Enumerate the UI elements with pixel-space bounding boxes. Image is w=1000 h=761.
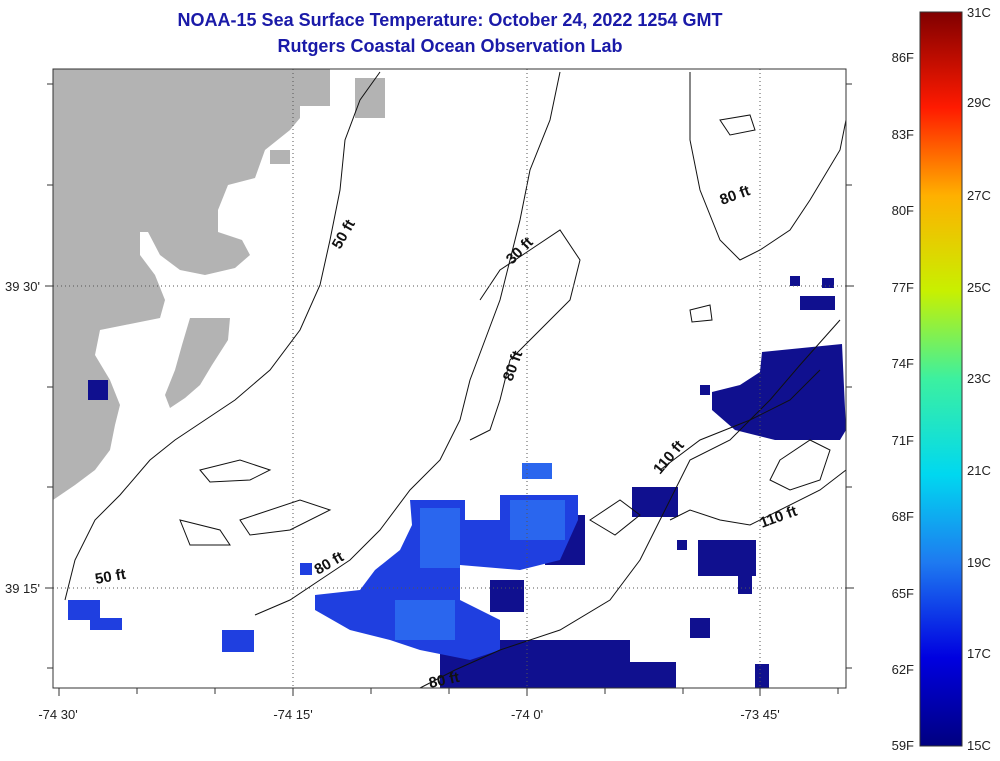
colorbar-c-label: 17C <box>967 646 991 661</box>
lon-label-4: -73 45' <box>740 707 779 722</box>
colorbar-c-label: 15C <box>967 738 991 753</box>
lon-label-2: -74 15' <box>273 707 312 722</box>
colorbar-fahrenheit-labels: 86F 83F 80F 77F 74F 71F 68F 65F 62F 59F <box>892 50 914 753</box>
colorbar-celsius-labels: 31C 29C 27C 25C 23C 21C 19C 17C 15C <box>967 5 991 753</box>
colorbar-f-label: 62F <box>892 662 914 677</box>
colorbar-f-label: 71F <box>892 433 914 448</box>
lat-label-1: 39 30' <box>5 279 40 294</box>
bathymetry-contours <box>64 71 847 689</box>
contour-label: 50 ft <box>94 566 127 588</box>
colorbar-f-label: 59F <box>892 738 914 753</box>
tick-marks <box>45 83 854 696</box>
colorbar-c-label: 31C <box>967 5 991 20</box>
colorbar-f-label: 68F <box>892 509 914 524</box>
colorbar-f-label: 83F <box>892 127 914 142</box>
map-subtitle: Rutgers Coastal Ocean Observation Lab <box>277 36 623 56</box>
graticule <box>53 69 846 688</box>
colorbar-f-label: 86F <box>892 50 914 65</box>
colorbar-f-label: 77F <box>892 280 914 295</box>
colorbar-f-label: 74F <box>892 356 914 371</box>
contour-label: 80 ft <box>427 669 461 692</box>
colorbar-f-label: 65F <box>892 586 914 601</box>
colorbar-c-label: 27C <box>967 188 991 203</box>
land-area <box>53 69 385 500</box>
colorbar-c-label: 23C <box>967 371 991 386</box>
colorbar-c-label: 25C <box>967 280 991 295</box>
colorbar-c-label: 29C <box>967 95 991 110</box>
lon-label-3: -74 0' <box>511 707 543 722</box>
lon-label-1: -74 30' <box>38 707 77 722</box>
sst-light-patches <box>395 463 565 640</box>
colorbar-f-label: 80F <box>892 203 914 218</box>
colorbar-c-label: 21C <box>967 463 991 478</box>
colorbar-c-label: 19C <box>967 555 991 570</box>
lat-label-2: 39 15' <box>5 581 40 596</box>
map-title: NOAA-15 Sea Surface Temperature: October… <box>177 10 723 30</box>
colorbar <box>919 11 963 747</box>
